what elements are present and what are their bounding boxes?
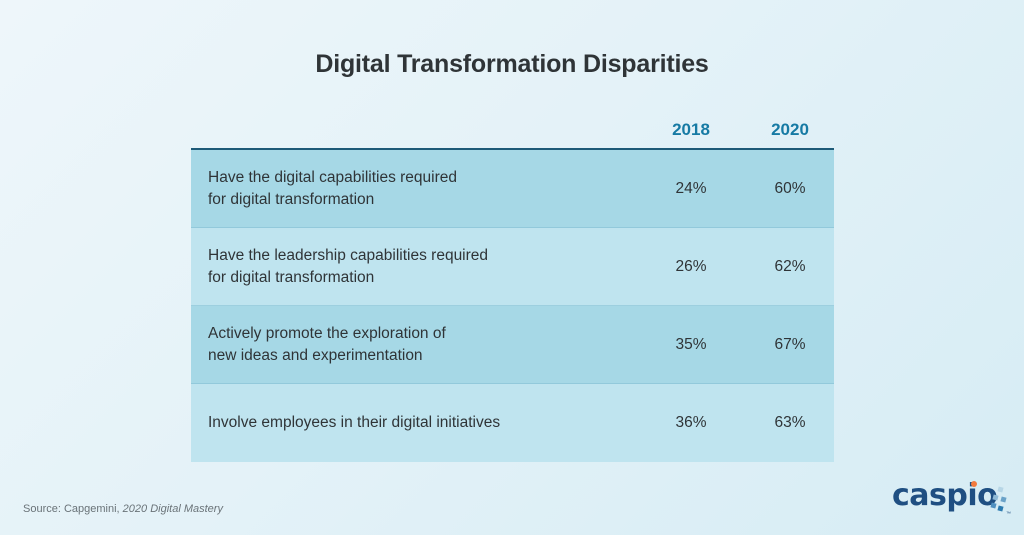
column-header-2020: 2020 xyxy=(771,120,809,139)
row-label: Have the leadership capabilities require… xyxy=(208,245,608,289)
row-label-line: new ideas and experimentation xyxy=(208,346,423,364)
row-label: Have the digital capabilities required f… xyxy=(208,167,608,211)
row-label-line: Actively promote the exploration of xyxy=(208,324,446,342)
logo-square-icon xyxy=(997,486,1004,493)
source-title: 2020 Digital Mastery xyxy=(122,503,223,515)
data-table: Have the digital capabilities required f… xyxy=(191,148,834,462)
logo-wordmark: caspio xyxy=(892,478,998,513)
value-2018: 24% xyxy=(675,179,707,197)
value-2018: 36% xyxy=(675,414,707,431)
column-header-2018: 2018 xyxy=(672,120,710,139)
caspio-logo: caspio ™ xyxy=(892,478,1012,518)
value-2020: 63% xyxy=(774,414,806,431)
source-prefix: Source: Capgemini, xyxy=(23,503,123,515)
logo-dot-icon xyxy=(971,481,977,487)
row-label-line: Involve employees in their digital initi… xyxy=(208,414,501,431)
logo-square-icon xyxy=(997,505,1004,512)
table-row: Have the leadership capabilities require… xyxy=(191,228,834,306)
table-row: Involve employees in their digital initi… xyxy=(191,384,834,462)
row-label-line: Have the leadership capabilities require… xyxy=(208,246,489,264)
table-row: Actively promote the exploration of new … xyxy=(191,306,834,384)
row-label-line: for digital transformation xyxy=(208,190,375,208)
row-label-line: for digital transformation xyxy=(208,268,375,286)
value-2018: 26% xyxy=(675,257,707,275)
source-note: Source: Capgemini, 2020 Digital Mastery xyxy=(23,503,223,515)
value-2020: 60% xyxy=(774,179,806,197)
table-row: Have the digital capabilities required f… xyxy=(191,150,834,228)
logo-square-icon xyxy=(992,494,999,501)
value-2020: 67% xyxy=(774,335,806,353)
trademark-mark: ™ xyxy=(1006,511,1011,517)
row-label: Involve employees in their digital initi… xyxy=(208,412,608,434)
chart-title: Digital Transformation Disparities xyxy=(315,50,709,78)
value-2018: 35% xyxy=(675,335,707,353)
row-label: Actively promote the exploration of new … xyxy=(208,323,608,367)
row-label-line: Have the digital capabilities required xyxy=(208,168,458,186)
logo-square-icon xyxy=(1000,496,1007,503)
value-2020: 62% xyxy=(774,257,806,275)
